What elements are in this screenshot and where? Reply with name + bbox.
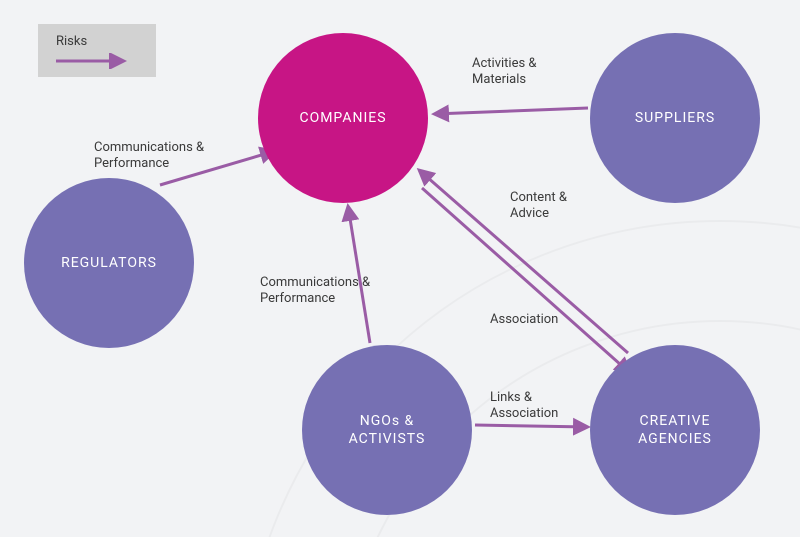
diagram-canvas: Risks Activities &Materials: [0, 0, 800, 537]
node-label: REGULATORS: [61, 254, 157, 272]
node-label: CREATIVEAGENCIES: [638, 412, 712, 448]
edge-suppliers-companies: [434, 108, 588, 114]
edge-label-comms-perf-1: Communications &Performance: [94, 140, 204, 173]
node-label: SUPPLIERS: [635, 109, 715, 127]
node-agencies: CREATIVEAGENCIES: [590, 345, 760, 515]
legend-label: Risks: [56, 34, 138, 49]
legend-arrow-icon: [56, 53, 136, 69]
node-suppliers: SUPPLIERS: [590, 33, 760, 203]
edge-label-activities: Activities &Materials: [472, 56, 537, 89]
node-label: NGOs &ACTIVISTS: [349, 412, 426, 448]
node-companies: COMPANIES: [258, 33, 428, 203]
edge-label-content-advice: Content &Advice: [510, 190, 567, 223]
node-label: COMPANIES: [299, 109, 386, 127]
legend-box: Risks: [38, 24, 156, 77]
node-ngos: NGOs &ACTIVISTS: [302, 345, 472, 515]
node-regulators: REGULATORS: [24, 178, 194, 348]
edge-label-comms-perf-2: Communications &Performance: [260, 275, 370, 308]
edge-label-links-assoc: Links &Association: [490, 390, 558, 423]
edge-label-association: Association: [490, 312, 558, 328]
